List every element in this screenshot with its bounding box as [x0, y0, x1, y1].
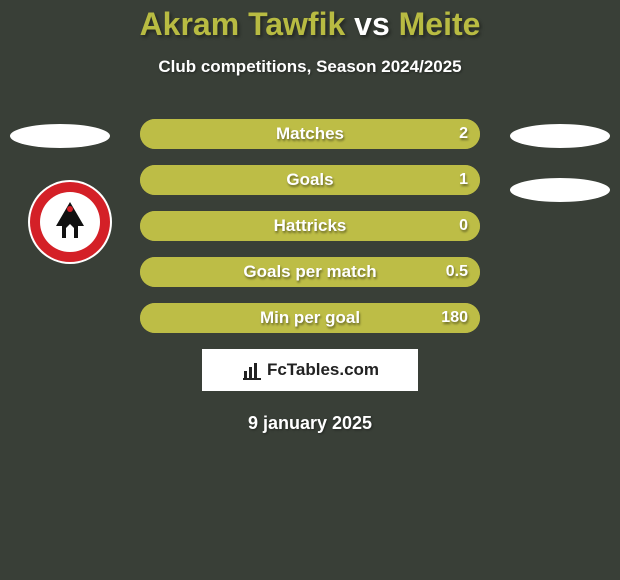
stat-right-value: 2 — [459, 119, 468, 149]
title-part: Akram Tawfik — [140, 6, 346, 42]
subtitle: Club competitions, Season 2024/2025 — [0, 57, 620, 77]
title-part: Meite — [399, 6, 481, 42]
stat-row: Goals1 — [140, 165, 480, 195]
stat-right-value: 180 — [441, 303, 468, 333]
placeholder-oval — [10, 124, 110, 148]
stat-right-value: 1 — [459, 165, 468, 195]
placeholder-oval — [510, 124, 610, 148]
club-logo-left — [28, 180, 112, 264]
stat-right-value: 0.5 — [446, 257, 468, 287]
stat-label: Matches — [140, 119, 480, 149]
stat-label: Min per goal — [140, 303, 480, 333]
stat-right-value: 0 — [459, 211, 468, 241]
stat-row: Hattricks0 — [140, 211, 480, 241]
page-title: Akram Tawfik vs Meite — [0, 0, 620, 43]
brand-text: FcTables.com — [267, 360, 379, 380]
placeholder-oval — [510, 178, 610, 202]
stat-row: Goals per match0.5 — [140, 257, 480, 287]
bar-chart-icon — [241, 359, 263, 381]
stat-label: Goals per match — [140, 257, 480, 287]
date-text: 9 january 2025 — [0, 413, 620, 434]
stat-label: Hattricks — [140, 211, 480, 241]
title-part: vs — [345, 6, 398, 42]
stat-label: Goals — [140, 165, 480, 195]
stat-row: Matches2 — [140, 119, 480, 149]
brand-box[interactable]: FcTables.com — [202, 349, 418, 391]
stat-row: Min per goal180 — [140, 303, 480, 333]
